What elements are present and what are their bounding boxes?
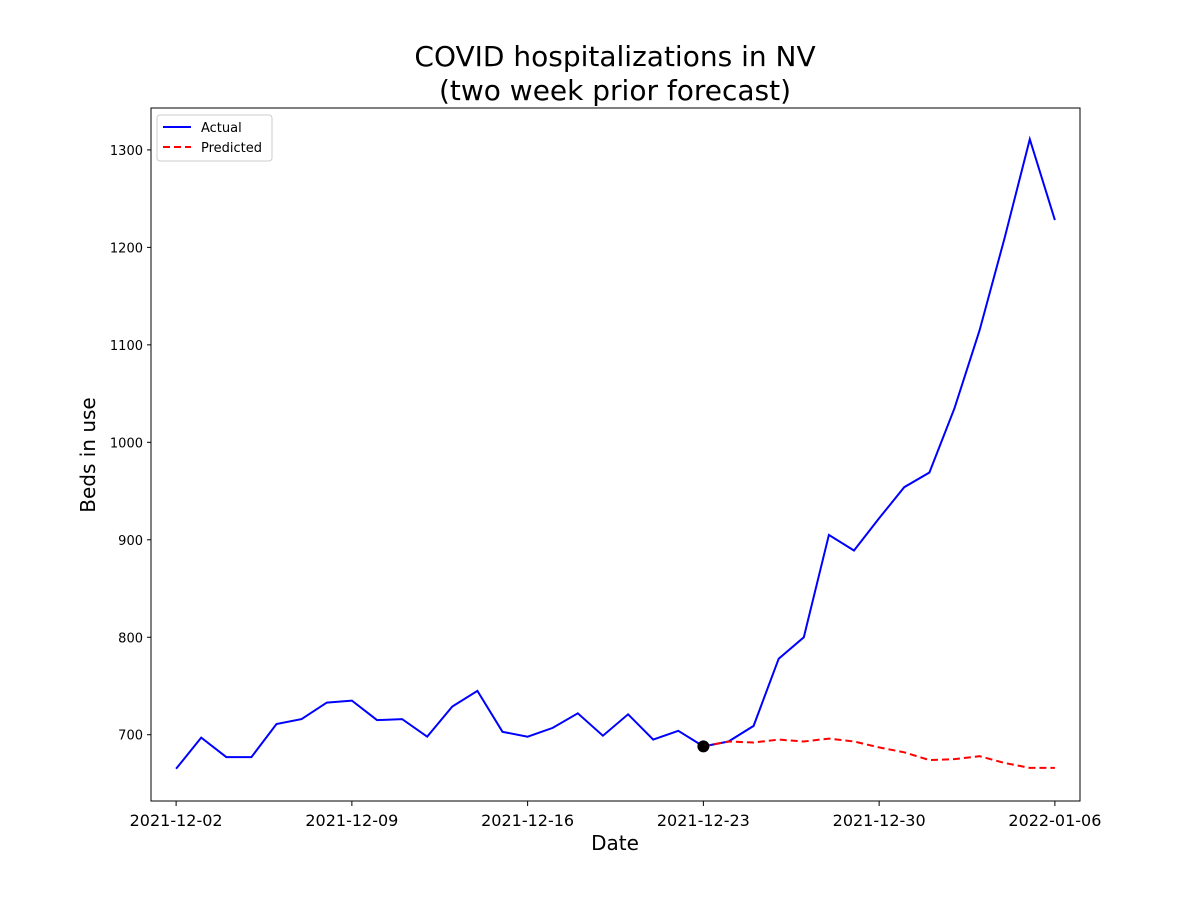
forecast-start-marker	[697, 740, 710, 753]
legend-label-actual: Actual	[201, 121, 242, 136]
legend: Actual Predicted	[156, 114, 273, 162]
y-tick-label: 1300	[110, 144, 143, 159]
chart-title-line-2: (two week prior forecast)	[439, 74, 791, 107]
y-tick-label: 900	[118, 534, 143, 549]
y-tick-label: 700	[118, 729, 143, 744]
y-axis: 700 800 900 1000 1100 1200 1300	[110, 144, 151, 744]
x-tick-label: 2022-01-06	[1008, 811, 1101, 830]
y-tick-label: 1100	[110, 339, 143, 354]
plot-area	[150, 107, 1081, 802]
x-tick-label: 2021-12-30	[833, 811, 926, 830]
x-tick-label: 2021-12-16	[481, 811, 574, 830]
x-tick-label: 2021-12-02	[130, 811, 223, 830]
y-axis-label: Beds in use	[76, 397, 100, 513]
x-tick-label: 2021-12-09	[305, 811, 398, 830]
y-tick-label: 800	[118, 631, 143, 646]
x-tick-label: 2021-12-23	[657, 811, 750, 830]
series-line-predicted	[703, 737, 1055, 769]
series-line-actual	[175, 135, 1056, 770]
x-axis: 2021-12-02 2021-12-09 2021-12-16 2021-12-23…	[130, 801, 1101, 830]
x-axis-label: Date	[591, 831, 639, 855]
y-tick-label: 1000	[110, 436, 143, 451]
legend-label-predicted: Predicted	[201, 141, 262, 156]
chart-title-line-1: COVID hospitalizations in NV	[414, 40, 815, 73]
y-tick-label: 1200	[110, 241, 143, 256]
